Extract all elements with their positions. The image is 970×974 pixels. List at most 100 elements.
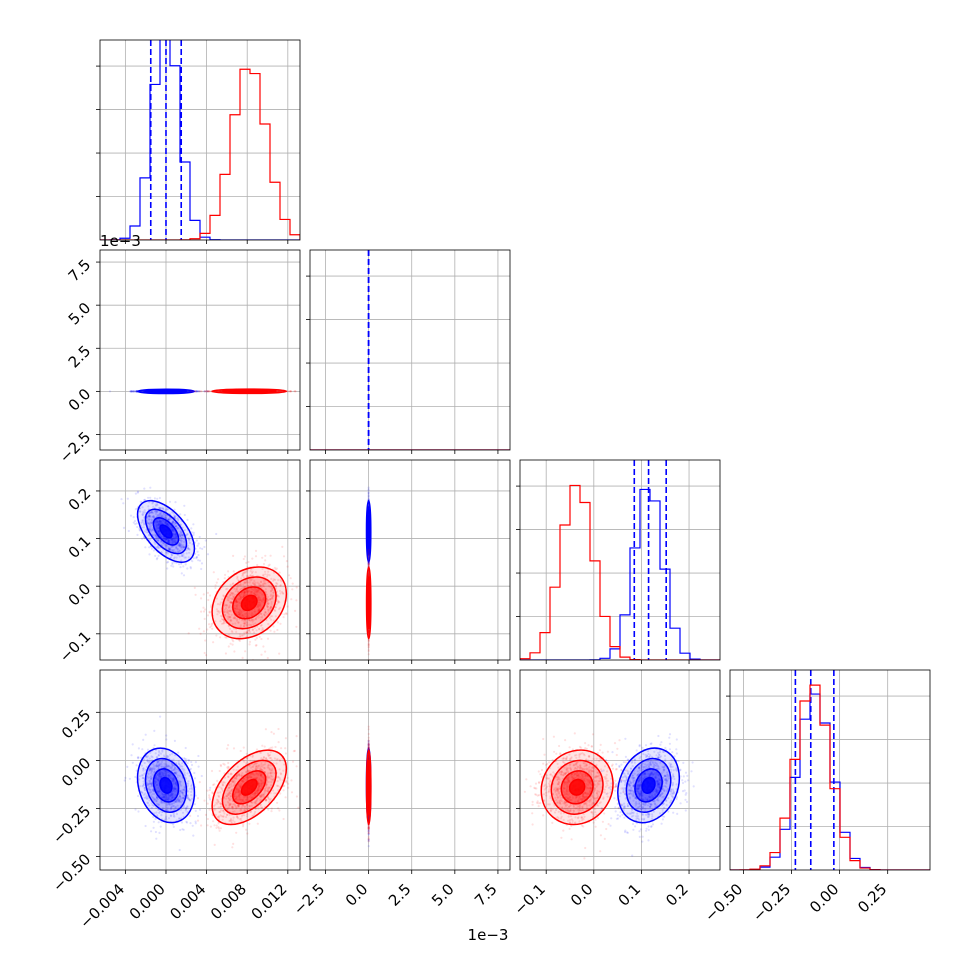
scatter-point — [215, 634, 217, 636]
scatter-point — [207, 614, 209, 616]
scatter-point — [267, 638, 269, 640]
scatter-point — [181, 572, 183, 574]
scatter-point — [141, 538, 143, 540]
scatter-point — [154, 497, 156, 499]
scatter-point — [166, 561, 168, 563]
scatter-point — [207, 599, 209, 601]
scatter-point — [278, 653, 280, 655]
scatter-point — [122, 502, 124, 504]
scatter-point — [200, 390, 202, 392]
scatter-point — [158, 555, 160, 557]
scatter-panel-2-0 — [96, 460, 301, 664]
scatter-point — [198, 543, 200, 545]
scatter-point — [295, 599, 297, 601]
scatter-point — [197, 551, 199, 553]
scatter-point — [166, 567, 168, 569]
scatter-point — [127, 498, 129, 500]
scatter-point — [197, 554, 199, 556]
scatter-point — [134, 520, 136, 522]
scatter-point — [294, 390, 296, 392]
scatter-point — [256, 564, 258, 566]
scatter-point — [274, 567, 276, 569]
scatter-point — [290, 577, 292, 579]
scatter-point — [135, 493, 137, 495]
scatter-point — [232, 555, 234, 557]
scatter-point — [209, 390, 211, 392]
scatter-point — [217, 578, 219, 580]
hist-step-1 — [100, 69, 300, 240]
panel-content — [366, 487, 370, 661]
scatter-point — [219, 636, 221, 638]
scatter-point — [249, 643, 251, 645]
scatter-point — [205, 654, 207, 656]
scatter-point — [285, 612, 287, 614]
scatter-point — [183, 574, 185, 576]
scatter-point — [270, 555, 272, 557]
scatter-point — [199, 536, 201, 538]
panel-frame — [100, 250, 300, 450]
scatter-point — [273, 631, 275, 633]
scatter-point — [149, 487, 151, 489]
scatter-point — [233, 570, 235, 572]
panel-content — [310, 250, 510, 450]
scatter-point — [193, 532, 195, 534]
scatter-point — [287, 566, 289, 568]
scatter-point — [204, 618, 206, 620]
scatter-point — [247, 561, 249, 563]
scatter-point — [179, 513, 181, 515]
scatter-point — [242, 657, 244, 659]
scatter-point — [256, 637, 258, 639]
scatter-point — [154, 555, 156, 557]
scatter-point — [232, 644, 234, 646]
scatter-point — [131, 390, 133, 392]
scatter-point — [215, 584, 217, 586]
scatter-point — [207, 553, 209, 555]
scatter-point — [209, 611, 211, 613]
scatter-point — [261, 557, 263, 559]
scatter-point — [149, 497, 151, 499]
scatter-point — [204, 639, 206, 641]
scatter-point — [200, 597, 202, 599]
scatter-point — [130, 515, 132, 517]
scatter-point — [194, 587, 196, 589]
scatter-point — [179, 566, 181, 568]
scatter-point — [128, 530, 130, 532]
panel-content — [120, 487, 300, 662]
scatter-point — [296, 586, 298, 588]
scatter-point — [199, 560, 201, 562]
scatter-point — [233, 650, 235, 652]
scatter-point — [206, 628, 208, 630]
scatter-point — [170, 565, 172, 567]
scatter-point — [288, 574, 290, 576]
scatter-point — [136, 526, 138, 528]
scatter-point — [276, 629, 278, 631]
scatter-point — [214, 587, 216, 589]
scatter-point — [148, 546, 150, 548]
scatter-point — [228, 645, 230, 647]
scatter-point — [133, 516, 135, 518]
scatter-point — [230, 643, 232, 645]
scatter-point — [215, 533, 217, 535]
scatter-point — [255, 644, 257, 646]
scatter-point — [194, 390, 196, 392]
scatter-point — [195, 594, 197, 596]
scatter-point — [260, 654, 262, 656]
scatter-point — [171, 562, 173, 564]
scatter-point — [193, 557, 195, 559]
scatter-point — [260, 638, 262, 640]
scatter-point — [120, 498, 122, 500]
scatter-point — [264, 559, 266, 561]
scatter-point — [208, 623, 210, 625]
scatter-panel-1-0 — [96, 250, 308, 454]
scatter-point — [203, 546, 205, 548]
scatter-point — [276, 568, 278, 570]
scatter-point — [368, 487, 370, 489]
scatter-point — [251, 558, 253, 560]
scatter-point — [213, 571, 215, 573]
scatter-point — [249, 641, 251, 643]
scatter-point — [368, 489, 370, 491]
scatter-point — [153, 549, 155, 551]
scatter-point — [216, 582, 218, 584]
scatter-point — [156, 498, 158, 500]
scatter-point — [190, 567, 192, 569]
